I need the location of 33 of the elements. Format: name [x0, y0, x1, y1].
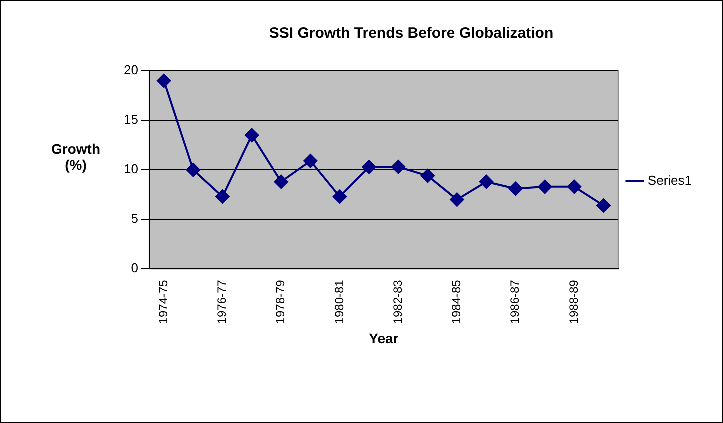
- x-tick-label: 1988-89: [566, 280, 581, 324]
- y-tick-label: 5: [131, 211, 138, 226]
- point: [216, 190, 230, 204]
- x-tick-label: 1982-83: [390, 280, 405, 324]
- y-tick-label: 0: [131, 260, 138, 276]
- x-axis-title: Year: [369, 330, 400, 346]
- point: [596, 198, 611, 213]
- point: [332, 190, 347, 204]
- point: [157, 74, 172, 88]
- point: [392, 160, 406, 174]
- y-tick-label: 15: [124, 112, 138, 128]
- chart-title: SSI Growth Trends Before Globalization: [269, 25, 554, 42]
- point: [274, 174, 288, 189]
- point: [420, 169, 435, 184]
- y-axis-title: Growth (%): [50, 141, 102, 173]
- legend-label: Series1: [648, 173, 692, 188]
- y-tick-label: 20: [124, 62, 138, 78]
- x-tick-label: 1978-79: [274, 280, 288, 324]
- point: [186, 163, 200, 178]
- x-tick-label: 1986-87: [508, 280, 522, 324]
- point: [245, 128, 260, 142]
- point: [480, 174, 494, 189]
- x-tick-label: 1984-85: [450, 280, 464, 324]
- point: [538, 180, 552, 194]
- y-tick-label: 10: [124, 162, 138, 177]
- point: [567, 180, 582, 194]
- point: [450, 192, 464, 207]
- x-tick-label: 1980-81: [332, 280, 346, 324]
- point: [304, 154, 318, 168]
- x-tick-label: 1974-75: [156, 280, 170, 324]
- x-tick-label: 1976-77: [215, 280, 230, 324]
- point: [362, 160, 376, 174]
- point: [508, 182, 523, 196]
